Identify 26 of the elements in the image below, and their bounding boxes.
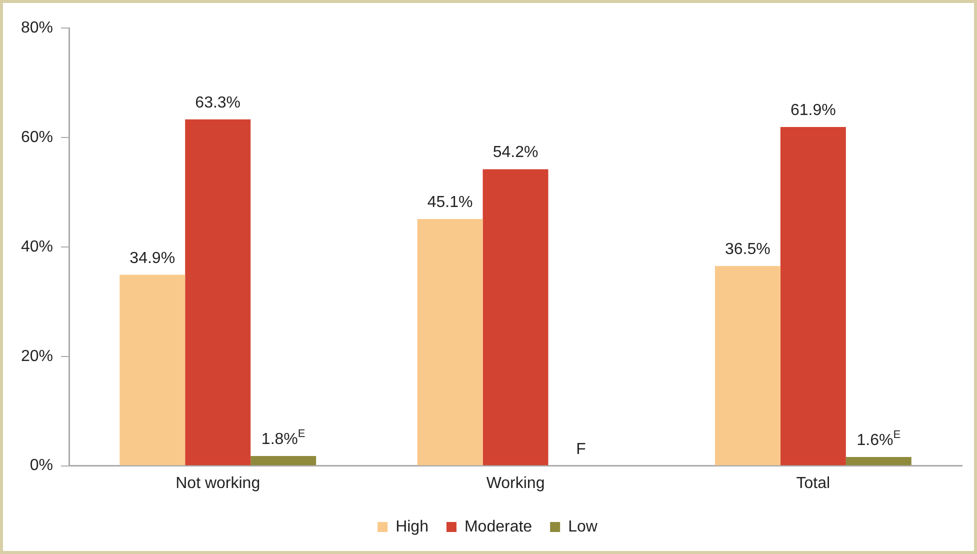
- data-label: 45.1%: [427, 194, 473, 211]
- bar: [185, 119, 251, 466]
- bar: [417, 218, 483, 466]
- legend-label: High: [396, 518, 428, 536]
- data-label: 61.9%: [790, 102, 836, 120]
- data-label: 54.2%: [492, 144, 538, 162]
- bar: [482, 169, 548, 466]
- legend-label: Moderate: [464, 518, 532, 536]
- y-tick-label: 40%: [20, 238, 54, 256]
- text: F: [576, 440, 586, 458]
- bar: [846, 457, 912, 466]
- x-tick-label: Not working: [176, 474, 260, 492]
- y-tick-label: 80%: [20, 19, 54, 36]
- data-label: 34.9%: [130, 250, 176, 267]
- bar: [714, 266, 780, 466]
- y-tick-label: 0%: [30, 457, 54, 474]
- bar: [250, 456, 316, 466]
- data-label: 36.5%: [725, 241, 770, 258]
- x-tick-label: Total: [796, 474, 830, 492]
- legend-label: Low: [568, 518, 598, 536]
- x-tick-label: Working: [486, 474, 545, 492]
- data-label: 63.3%: [195, 94, 241, 112]
- bar: [120, 274, 186, 466]
- bar: [780, 127, 846, 466]
- y-tick-label: 20%: [20, 348, 54, 365]
- y-tick-label: 60%: [20, 128, 54, 146]
